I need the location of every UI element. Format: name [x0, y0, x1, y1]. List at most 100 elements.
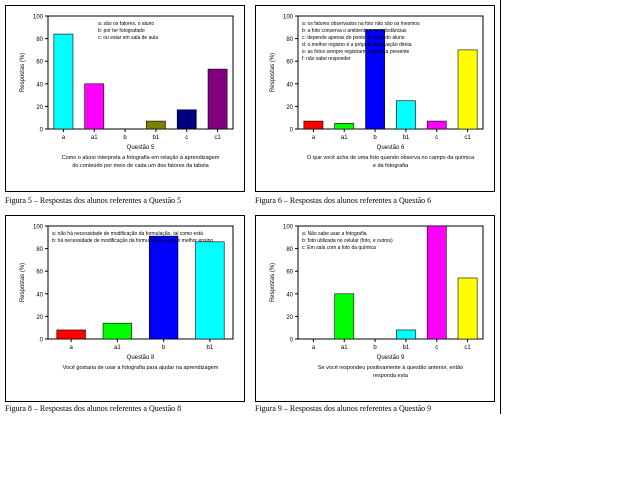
chart-svg-3: 0 20 40 60 80 100 Respostas (%) a a1 b b1 Questão 8…	[20, 225, 234, 371]
bar	[457, 49, 478, 130]
x-tick-label: c	[435, 345, 438, 351]
chart-subtitle: do conteúdo por meio de cada um dos fato…	[72, 163, 209, 169]
annotation-text: e: as fotos sempre registram a química p…	[302, 49, 409, 55]
x-tick-label: a1	[341, 345, 348, 351]
x-tick-label: a	[312, 345, 316, 351]
x-tick-label: b	[373, 135, 377, 141]
bar	[207, 68, 228, 130]
chart-panel-4: 0 20 40 60 80 100 Respostas (%) a a1 b b1 c c1 Questã…	[255, 215, 495, 402]
x-tick-label: b1	[207, 345, 214, 351]
bar	[334, 293, 355, 340]
chart-subtitle: Você gostaria de usar a fotografia para …	[63, 365, 219, 371]
x-tick-label: b	[123, 135, 127, 141]
y-tick-label: 20	[36, 105, 43, 111]
annotation-text: b: há necessidade de modificação da form…	[52, 238, 213, 244]
annotation-text: a: são os fatores, o aluno	[98, 21, 154, 27]
figure-caption-1: Figura 5 – Respostas dos alunos referent…	[5, 196, 182, 205]
annotation-text: a: Não sabe usar a fotografia	[302, 231, 367, 237]
figure-caption-2: Figura 6 – Respostas dos alunos referent…	[255, 196, 432, 205]
y-tick-label: 60	[286, 60, 293, 66]
figure-caption-4: Figura 9 – Respostas dos alunos referent…	[255, 404, 432, 413]
y-tick-label: 60	[36, 60, 43, 66]
bar	[84, 83, 105, 130]
x-tick-label: b1	[153, 135, 160, 141]
x-axis-label: Questão 8	[127, 355, 155, 361]
bar	[334, 123, 355, 130]
chart-svg-1: 0 20 40 60 80 100 Respostas (%) a a1 b b1 c c1 Questã…	[20, 15, 234, 169]
chart-panel-1: 0 20 40 60 80 100 Respostas (%) a a1 b b1 c c1 Questã…	[5, 5, 245, 192]
y-axis-label: Respostas (%)	[270, 53, 276, 92]
x-tick-label: b	[162, 345, 166, 351]
annotation-text: f: não sabe responder	[302, 56, 351, 62]
y-tick-label: 80	[36, 37, 43, 43]
y-tick-label: 20	[286, 315, 293, 321]
x-tick-label: a1	[91, 135, 98, 141]
y-tick-label: 100	[283, 15, 294, 21]
bar	[426, 120, 447, 130]
x-tick-label: a1	[341, 135, 348, 141]
chart-subtitle: Como o aluno interpreta a fotografia em …	[62, 155, 220, 161]
y-tick-label: 60	[36, 270, 43, 276]
bar	[146, 120, 166, 130]
annotation-text: b: a foto conserva o ambiente e as subst…	[302, 28, 407, 34]
chart-subtitle: O que você acha de uma foto quando obser…	[307, 155, 475, 161]
y-tick-label: 80	[36, 247, 43, 253]
x-tick-label: c1	[214, 135, 221, 141]
y-axis-label: Respostas (%)	[270, 263, 276, 302]
plot-frame	[297, 15, 484, 130]
annotation-text: a: não há necessidade de modificação da …	[52, 231, 203, 237]
y-tick-label: 40	[36, 292, 43, 298]
x-tick-label: c	[435, 135, 438, 141]
x-tick-label: a1	[114, 345, 121, 351]
y-tick-label: 0	[290, 128, 294, 134]
x-tick-label: b1	[403, 345, 410, 351]
bar	[303, 120, 324, 130]
y-tick-label: 20	[36, 315, 43, 321]
y-tick-label: 80	[286, 37, 293, 43]
y-tick-label: 100	[33, 15, 44, 21]
annotation-text: b: por ter fotografado	[98, 28, 145, 34]
annotation-text: c: Em sala com a foto da química	[302, 245, 376, 251]
y-tick-label: 40	[286, 292, 293, 298]
y-tick-label: 0	[290, 338, 294, 344]
bar	[53, 33, 74, 130]
x-tick-label: c	[185, 135, 188, 141]
annotation-text: c: depende apenas do ponto de vista do a…	[302, 35, 405, 41]
figure-caption-3: Figura 8 – Respostas dos alunos referent…	[5, 404, 182, 413]
y-tick-label: 100	[33, 225, 44, 231]
chart-subtitle: responda esta	[373, 373, 409, 379]
x-axis-label: Questão 6	[377, 145, 405, 151]
x-tick-label: a	[312, 135, 316, 141]
bar	[148, 235, 179, 340]
plot-frame	[47, 225, 234, 340]
y-tick-label: 100	[283, 225, 294, 231]
annotation-text: a: os fatores observados na foto não são…	[302, 21, 420, 27]
divider-line	[500, 0, 501, 414]
plot-frame	[297, 225, 484, 340]
y-tick-label: 40	[286, 82, 293, 88]
annotation-text: b: foto utilizada no celular (foto, e ou…	[302, 238, 393, 244]
annotation-text: d: o melhor registro é a própria observa…	[302, 42, 412, 48]
x-axis-label: Questão 5	[127, 145, 155, 151]
plot-frame	[47, 15, 234, 130]
bar	[56, 329, 86, 340]
bar	[426, 225, 447, 340]
y-axis-label: Respostas (%)	[20, 53, 26, 92]
x-tick-label: a	[62, 135, 66, 141]
x-tick-label: b1	[403, 135, 410, 141]
y-axis-label: Respostas (%)	[20, 263, 26, 302]
x-axis-label: Questão 9	[377, 355, 405, 361]
x-tick-label: b	[373, 345, 377, 351]
chart-panel-2: 0 20 40 60 80 100 Respostas (%) a a1 b b1 c c1 Questã…	[255, 5, 495, 192]
y-tick-label: 20	[286, 105, 293, 111]
annotation-text: c: ou estar em sala de aula	[98, 35, 158, 41]
bar	[457, 277, 478, 340]
x-tick-label: c1	[464, 135, 471, 141]
bar	[396, 329, 416, 340]
chart-svg-4: 0 20 40 60 80 100 Respostas (%) a a1 b b1 c c1 Questã…	[270, 225, 484, 379]
chart-svg-2: 0 20 40 60 80 100 Respostas (%) a a1 b b1 c c1 Questã…	[270, 15, 484, 169]
y-tick-label: 0	[40, 128, 44, 134]
x-tick-label: c1	[464, 345, 471, 351]
chart-panel-3: 0 20 40 60 80 100 Respostas (%) a a1 b b1 Questão 8…	[5, 215, 245, 402]
bar	[176, 109, 197, 130]
